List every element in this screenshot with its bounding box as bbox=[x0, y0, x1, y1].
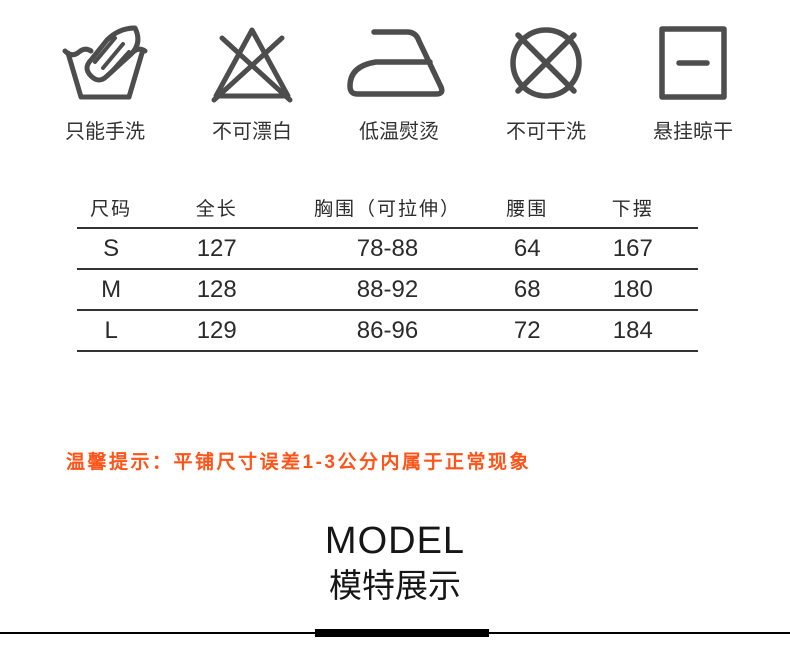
care-item-iron-low: 低温熨烫 bbox=[338, 22, 460, 144]
hang-dry-icon bbox=[657, 22, 729, 104]
care-symbols-row: 只能手洗 不可漂白 低温熨烫 bbox=[0, 0, 790, 144]
col-header-full-length: 全长 bbox=[145, 188, 289, 229]
cell-full-length: 127 bbox=[145, 228, 289, 270]
model-heading-zh: 模特展示 bbox=[329, 567, 461, 604]
col-header-waist: 腰围 bbox=[486, 188, 568, 229]
no-bleach-icon bbox=[209, 22, 295, 104]
col-header-size: 尺码 bbox=[77, 188, 146, 229]
hand-wash-icon bbox=[61, 22, 149, 104]
care-label: 悬挂晾干 bbox=[653, 121, 733, 143]
section-divider bbox=[0, 629, 790, 637]
cell-size: M bbox=[77, 269, 146, 311]
model-heading-en: MODEL bbox=[324, 520, 466, 562]
care-item-hang-dry: 悬挂晾干 bbox=[632, 22, 754, 144]
warm-tip-text: 温馨提示：平铺尺寸误差1-3公分内属于正常现象 bbox=[66, 452, 531, 473]
col-header-hem: 下摆 bbox=[567, 188, 698, 229]
care-item-no-bleach: 不可漂白 bbox=[191, 22, 313, 144]
size-table: 尺码 全长 胸围（可拉伸） 腰围 下摆 S 127 78-88 64 167 M… bbox=[77, 188, 698, 352]
cell-size: S bbox=[77, 228, 146, 270]
cell-waist: 64 bbox=[486, 228, 568, 270]
divider-thick-bar bbox=[315, 629, 489, 637]
table-row-m: M 128 88-92 68 180 bbox=[77, 269, 698, 311]
iron-low-temp-icon bbox=[346, 22, 452, 104]
cell-hem: 180 bbox=[567, 269, 698, 311]
cell-hem: 184 bbox=[567, 310, 698, 352]
cell-hem: 167 bbox=[567, 228, 698, 270]
care-label: 低温熨烫 bbox=[359, 121, 439, 143]
care-label: 不可漂白 bbox=[212, 121, 292, 143]
cell-size: L bbox=[77, 310, 146, 352]
col-header-bust: 胸围（可拉伸） bbox=[288, 188, 487, 229]
cell-bust: 86-96 bbox=[288, 310, 487, 352]
care-label: 不可干洗 bbox=[506, 121, 586, 143]
no-dry-clean-icon bbox=[505, 22, 587, 104]
cell-full-length: 128 bbox=[145, 269, 289, 311]
cell-waist: 72 bbox=[486, 310, 568, 352]
table-row-s: S 127 78-88 64 167 bbox=[77, 228, 698, 270]
size-table-header-row: 尺码 全长 胸围（可拉伸） 腰围 下摆 bbox=[77, 188, 698, 229]
cell-bust: 88-92 bbox=[288, 269, 487, 311]
cell-full-length: 129 bbox=[145, 310, 289, 352]
cell-waist: 68 bbox=[486, 269, 568, 311]
model-section: MODEL 模特展示 bbox=[0, 518, 790, 607]
cell-bust: 78-88 bbox=[288, 228, 487, 270]
care-item-hand-wash: 只能手洗 bbox=[44, 22, 166, 144]
table-row-l: L 129 86-96 72 184 bbox=[77, 310, 698, 352]
care-label: 只能手洗 bbox=[65, 121, 145, 143]
care-item-no-dry-clean: 不可干洗 bbox=[485, 22, 607, 144]
